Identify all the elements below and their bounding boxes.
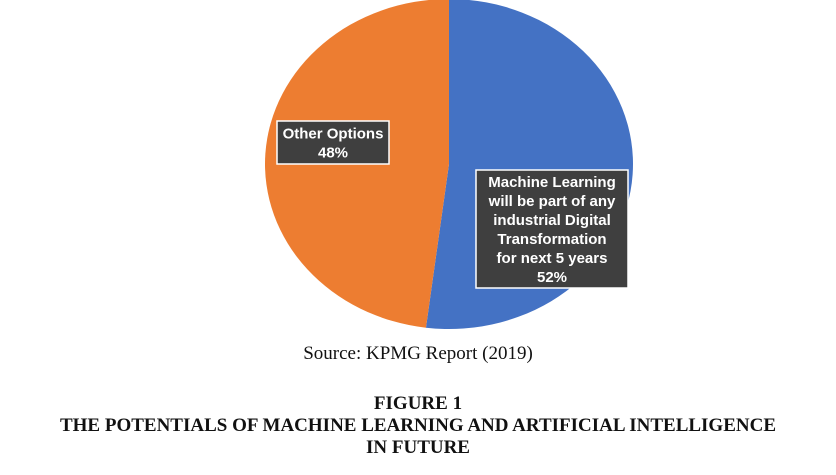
chart-source: Source: KPMG Report (2019)	[303, 343, 533, 364]
slice-category-label: Transformation	[497, 231, 606, 248]
slice-category-label: for next 5 years	[497, 250, 608, 267]
figure-title-line-1: THE POTENTIALS OF MACHINE LEARNING AND A…	[59, 415, 777, 436]
slice-category-label: Machine Learning	[488, 174, 616, 191]
figure-title-line-2: IN FUTURE	[366, 437, 470, 458]
slice-label-box	[276, 120, 390, 165]
pie-data-labels: Machine Learning will be part of any indus…	[276, 120, 629, 289]
slice-label-box	[475, 169, 629, 289]
slice-category-label: Other Options	[283, 126, 384, 143]
slice-label-1: Machine Learning will be part of any indus…	[475, 169, 629, 289]
pie-chart: Machine Learning will be part of any indus…	[265, 0, 633, 329]
slice-category-label: will be part of any	[488, 193, 616, 210]
slice-value-label: 52%	[537, 269, 567, 286]
figure-number: FIGURE 1	[373, 393, 463, 414]
figure-caption: FIGURE 1 THE POTENTIALS OF MACHINE LEARN…	[0, 393, 836, 459]
slice-value-label: 48%	[318, 145, 348, 162]
slice-label-2: Other Options 48%	[276, 120, 390, 165]
slice-category-label: industrial Digital	[493, 212, 611, 229]
